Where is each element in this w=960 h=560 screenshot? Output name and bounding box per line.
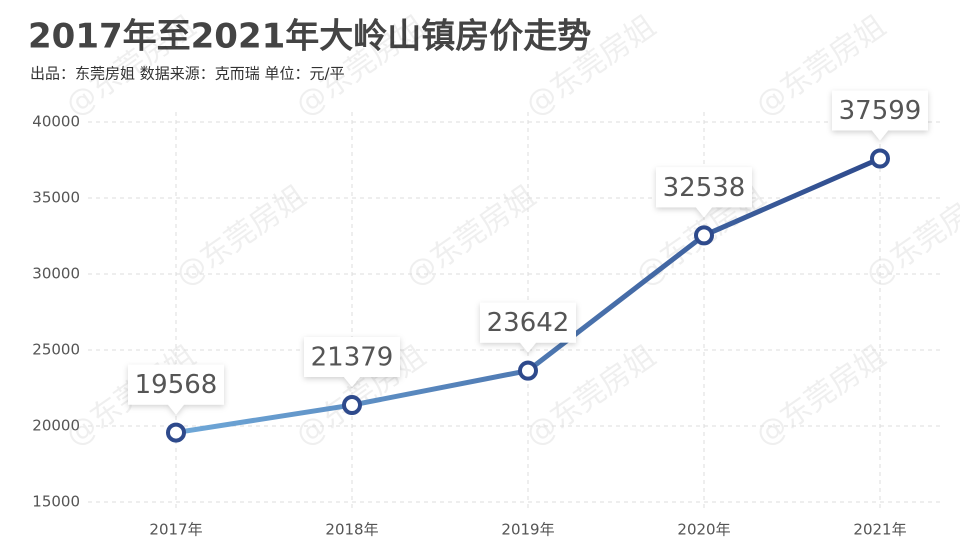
data-point: [870, 148, 890, 169]
data-point: [694, 225, 714, 246]
watermark: @东莞房姐: [749, 339, 892, 454]
chart-subtitle: 出品：东莞房姐 数据来源：克而瑞 单位：元/平: [30, 65, 345, 83]
x-tick-label: 2018年: [325, 521, 378, 539]
data-label: 32538: [663, 173, 746, 203]
data-point: [166, 422, 186, 443]
data-label: 21379: [311, 343, 394, 373]
data-point: [518, 360, 538, 381]
data-label: 37599: [839, 96, 922, 126]
x-tick-label: 2017年: [149, 521, 202, 539]
label-box: [304, 337, 400, 388]
x-tick-label: 2019年: [501, 521, 554, 539]
x-tick-label: 2021年: [853, 521, 906, 539]
label-box: [480, 302, 576, 353]
y-tick-label: 15000: [32, 493, 80, 511]
y-tick-label: 25000: [32, 341, 80, 359]
watermark: @东莞房姐: [519, 339, 662, 454]
y-tick-label: 20000: [32, 417, 80, 435]
y-tick-label: 40000: [32, 113, 80, 131]
y-tick-label: 35000: [32, 189, 80, 207]
chart-title: 2017年至2021年大岭山镇房价走势: [28, 17, 591, 57]
label-box: [656, 167, 752, 218]
data-point: [342, 395, 362, 416]
x-tick-label: 2020年: [677, 521, 730, 539]
label-box: [832, 90, 928, 141]
watermark: @东莞房姐: [169, 179, 312, 294]
y-tick-label: 30000: [32, 265, 80, 283]
watermark: @东莞房姐: [399, 179, 542, 294]
watermark: @东莞房姐: [859, 179, 960, 294]
data-label: 19568: [135, 370, 218, 400]
label-box: [128, 364, 224, 415]
data-label: 23642: [487, 308, 570, 338]
